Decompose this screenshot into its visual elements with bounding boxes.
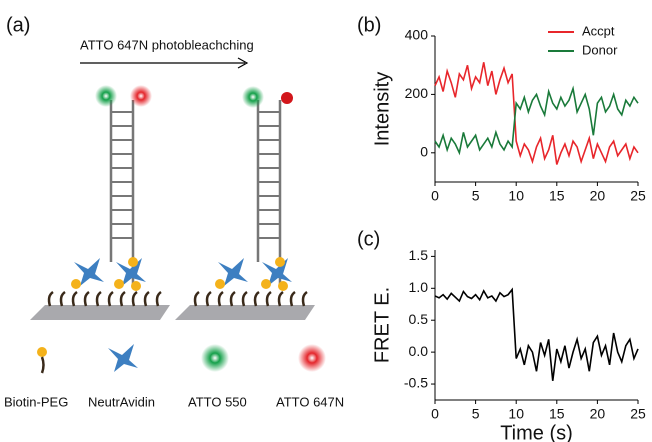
x-tick-label: 25 — [630, 188, 646, 204]
y-tick-label: 1.0 — [409, 279, 429, 295]
x-tick-label: 0 — [431, 406, 439, 422]
y-tick-label: 0.0 — [409, 343, 429, 359]
x-axis-label: Time (s) — [500, 422, 573, 442]
y-tick-label: 200 — [405, 85, 429, 101]
construct-after — [256, 100, 282, 285]
panel-label: (a) — [6, 14, 30, 36]
arrow-head — [237, 57, 249, 69]
legend-label: Biotin-PEG — [4, 394, 68, 409]
y-tick-label: 1.5 — [409, 247, 429, 263]
x-tick-label: 15 — [549, 188, 565, 204]
y-axis-label: Intensity — [371, 72, 393, 146]
acceptor-dye — [130, 85, 152, 107]
bleached-acceptor — [281, 92, 293, 104]
donor-dye — [95, 85, 117, 107]
step-label: ATTO 647N photobleachching — [80, 37, 254, 52]
y-tick-label: 400 — [405, 27, 429, 43]
legend-icons — [37, 344, 326, 374]
y-tick-label: 0 — [420, 144, 428, 160]
surface-right — [175, 257, 315, 320]
legend-label: ATTO 647N — [276, 394, 344, 409]
series-line — [434, 62, 639, 165]
donor-dye — [242, 86, 264, 108]
x-tick-label: 0 — [431, 188, 439, 204]
series-line — [434, 85, 639, 156]
legend-label: Donor — [582, 42, 618, 57]
legend-label: Accpt — [582, 23, 615, 38]
construct-before — [109, 100, 135, 285]
x-tick-label: 10 — [508, 188, 524, 204]
series-line — [434, 287, 639, 381]
x-tick-label: 20 — [590, 406, 606, 422]
x-tick-label: 15 — [549, 406, 565, 422]
surface-left — [30, 257, 170, 320]
x-tick-label: 25 — [630, 406, 646, 422]
y-tick-label: 0.5 — [409, 311, 429, 327]
panel-label: (c) — [357, 228, 380, 250]
x-tick-label: 5 — [472, 406, 480, 422]
legend-label: NeutrAvidin — [88, 394, 155, 409]
y-axis-label: FRET E. — [371, 287, 393, 363]
x-tick-label: 20 — [590, 188, 606, 204]
x-tick-label: 10 — [508, 406, 524, 422]
x-tick-label: 5 — [472, 188, 480, 204]
panel-label: (b) — [357, 14, 381, 36]
y-tick-label: -0.5 — [404, 375, 428, 391]
axis — [434, 250, 638, 401]
legend-label: ATTO 550 — [188, 394, 247, 409]
diagram: (a) ATTO 647N photobleachching — [4, 14, 344, 409]
